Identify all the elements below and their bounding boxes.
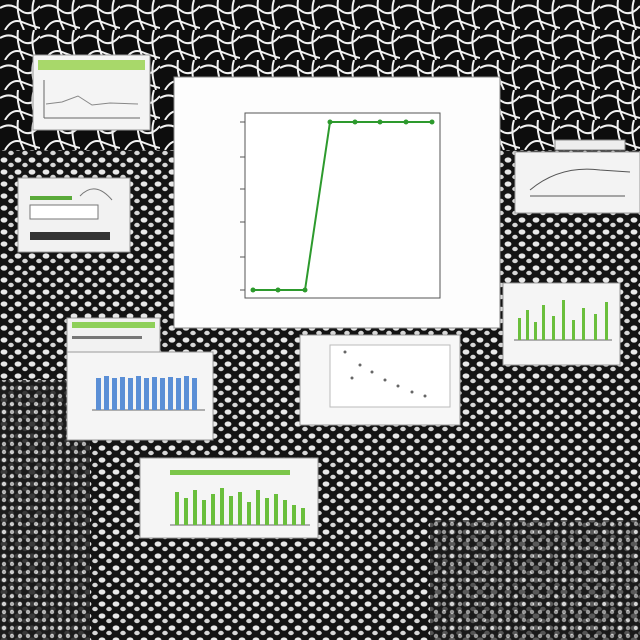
background-texture xyxy=(430,520,640,640)
thumbnail-panel xyxy=(514,139,640,214)
thumbnail-panel xyxy=(32,54,151,131)
thumbnail-panel xyxy=(502,282,621,366)
thumbnail-panel xyxy=(66,317,161,353)
thumbnail-panel xyxy=(299,334,461,426)
thumbnail-panel xyxy=(139,457,319,539)
thumbnail-panel xyxy=(17,177,131,253)
thumbnail-panel xyxy=(66,351,214,441)
main-chart-panel xyxy=(173,76,501,329)
